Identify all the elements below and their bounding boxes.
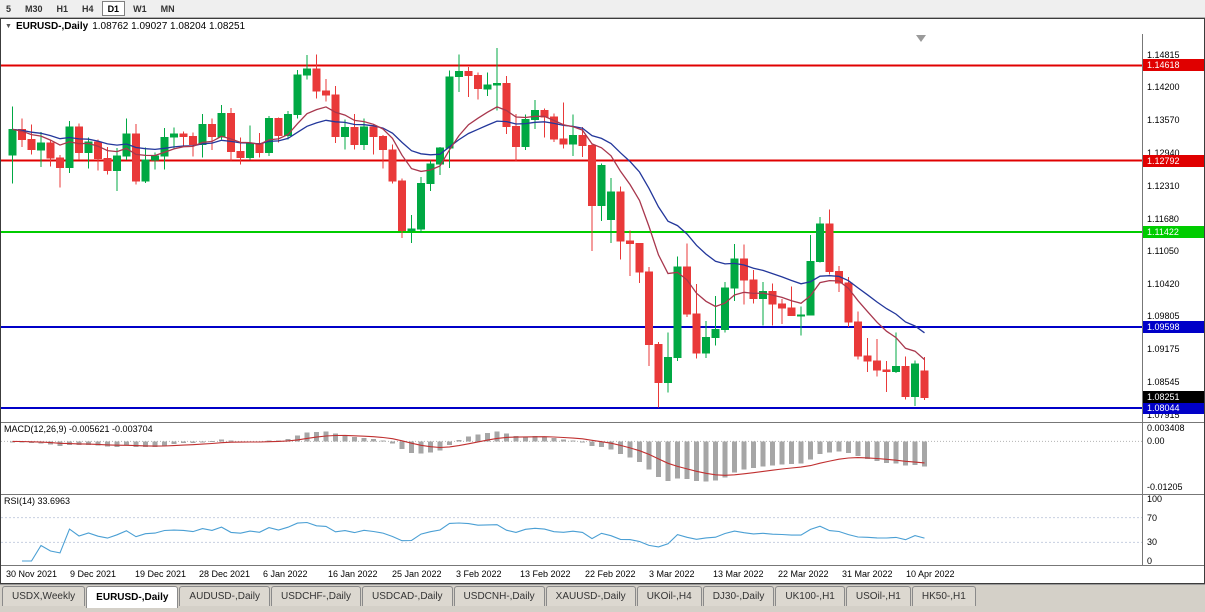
- timeframe-button-5[interactable]: 5: [6, 3, 12, 14]
- tab-usoil-h1[interactable]: USOil-,H1: [845, 586, 911, 606]
- date-axis-label: 30 Nov 2021: [6, 569, 58, 579]
- rsi-scale-label: 100: [1147, 495, 1163, 504]
- current-price-badge: 1.08251: [1143, 391, 1204, 403]
- price-level-badge: 1.09598: [1143, 321, 1204, 333]
- price-chart-canvas[interactable]: [1, 34, 1142, 422]
- timeframe-button-h4[interactable]: H4: [82, 3, 94, 14]
- price-scale-label: 1.07915: [1147, 410, 1180, 420]
- date-axis-label: 25 Jan 2022: [392, 569, 442, 579]
- price-scale-label: 1.13570: [1147, 115, 1180, 125]
- tab-usdcad-daily[interactable]: USDCAD-,Daily: [361, 586, 453, 606]
- tab-eurusd-daily[interactable]: EURUSD-,Daily: [86, 586, 179, 608]
- price-pane: 1.14815 1.14200 1.13570 1.12940 1.12310 1.116…: [1, 34, 1204, 422]
- date-axis-label: 13 Feb 2022: [520, 569, 571, 579]
- chart-window: ▼ EURUSD-,Daily 1.08762 1.09027 1.08204 …: [0, 18, 1205, 584]
- price-level-badge: 1.14618: [1143, 59, 1204, 71]
- rsi-indicator-label: RSI(14) 33.6963: [4, 496, 71, 506]
- macd-scale: 0.003408 0.00 -0.01205: [1142, 423, 1204, 494]
- tab-audusd-daily[interactable]: AUDUSD-,Daily: [179, 586, 270, 606]
- timeframe-button-w1[interactable]: W1: [133, 3, 147, 14]
- timeframe-button-d1[interactable]: D1: [101, 1, 126, 16]
- price-scale-label: 1.14815: [1147, 50, 1180, 60]
- price-scale-label: 1.12310: [1147, 181, 1180, 191]
- date-axis-label: 31 Mar 2022: [842, 569, 893, 579]
- date-axis-label: 16 Jan 2022: [328, 569, 378, 579]
- chart-ohlc-values: 1.08762 1.09027 1.08204 1.08251: [92, 21, 246, 32]
- price-scale-label: 1.08545: [1147, 377, 1180, 387]
- tab-usdchf-daily[interactable]: USDCHF-,Daily: [270, 586, 361, 606]
- rsi-pane: RSI(14) 33.6963 100 70 30 0: [1, 494, 1204, 565]
- macd-scale-label: 0.00: [1147, 436, 1165, 446]
- date-axis-label: 22 Mar 2022: [778, 569, 829, 579]
- price-scale-label: 1.11680: [1147, 214, 1179, 224]
- tab-xauusd-daily[interactable]: XAUUSD-,Daily: [545, 586, 636, 606]
- timeframe-button-mn[interactable]: MN: [160, 3, 175, 14]
- price-level-badge: 1.08044: [1143, 402, 1204, 414]
- macd-pane: MACD(12,26,9) -0.005621 -0.003704 0.0034…: [1, 422, 1204, 494]
- macd-scale-label: -0.01205: [1147, 482, 1183, 492]
- rsi-scale-label: 70: [1147, 513, 1158, 523]
- date-axis-label: 6 Jan 2022: [263, 569, 308, 579]
- date-axis-label: 10 Apr 2022: [906, 569, 955, 579]
- rsi-canvas[interactable]: [1, 495, 1142, 565]
- tab-hk50-h1[interactable]: HK50-,H1: [911, 586, 976, 606]
- date-axis-label: 28 Dec 2021: [199, 569, 251, 579]
- macd-scale-label: 0.003408: [1147, 423, 1185, 433]
- timeframe-button-h1[interactable]: H1: [56, 3, 69, 14]
- price-scale-label: 1.14200: [1147, 82, 1180, 92]
- date-axis-label: 9 Dec 2021: [70, 569, 117, 579]
- price-scale-label: 1.11050: [1147, 246, 1179, 256]
- rsi-scale: 100 70 30 0: [1142, 495, 1204, 565]
- chart-dropdown-icon[interactable]: ▼: [5, 22, 12, 30]
- price-scale-label: 1.12940: [1147, 148, 1180, 158]
- date-axis-label: 13 Mar 2022: [713, 569, 764, 579]
- macd-histogram: [10, 431, 927, 482]
- rsi-scale-label: 30: [1147, 537, 1158, 547]
- date-axis[interactable]: 30 Nov 2021 9 Dec 2021 19 Dec 2021 28 Dec 2…: [1, 565, 1204, 583]
- date-axis-label: 3 Feb 2022: [456, 569, 502, 579]
- chart-title-bar: ▼ EURUSD-,Daily 1.08762 1.09027 1.08204 …: [1, 19, 1204, 34]
- price-scale-label: 1.09175: [1147, 344, 1180, 354]
- price-level-badge: 1.12792: [1143, 155, 1204, 167]
- price-scale-label: 1.10420: [1147, 279, 1180, 289]
- date-axis-label: 19 Dec 2021: [135, 569, 187, 579]
- date-axis-label: 22 Feb 2022: [585, 569, 636, 579]
- price-scale[interactable]: 1.14815 1.14200 1.13570 1.12940 1.12310 1.116…: [1142, 34, 1204, 422]
- chart-symbol-title: EURUSD-,Daily: [15, 21, 89, 32]
- tab-usdcnh-daily[interactable]: USDCNH-,Daily: [453, 586, 545, 606]
- price-scale-label: 1.09805: [1147, 311, 1180, 321]
- tab-uk100-h1[interactable]: UK100-,H1: [775, 586, 845, 606]
- timeframe-button-m30[interactable]: M30: [25, 3, 43, 14]
- candles: [8, 48, 929, 408]
- macd-indicator-label: MACD(12,26,9) -0.005621 -0.003704: [4, 424, 153, 434]
- chart-shift-marker: [916, 35, 926, 42]
- level-lines: [1, 64, 1142, 410]
- date-axis-label: 3 Mar 2022: [649, 569, 695, 579]
- tab-ukoil-h4[interactable]: UKOil-,H4: [636, 586, 702, 606]
- price-level-badge: 1.11422: [1143, 226, 1204, 238]
- macd-canvas[interactable]: [1, 423, 1142, 494]
- tab-dj30-daily[interactable]: DJ30-,Daily: [702, 586, 775, 606]
- timeframe-toolbar: 5 M30 H1 H4 D1 W1 MN: [0, 0, 1205, 18]
- tab-usdx-weekly[interactable]: USDX,Weekly: [2, 586, 86, 606]
- rsi-scale-label: 0: [1147, 556, 1153, 565]
- chart-tab-bar: USDX,Weekly EURUSD-,Daily AUDUSD-,Daily USD…: [0, 584, 1205, 612]
